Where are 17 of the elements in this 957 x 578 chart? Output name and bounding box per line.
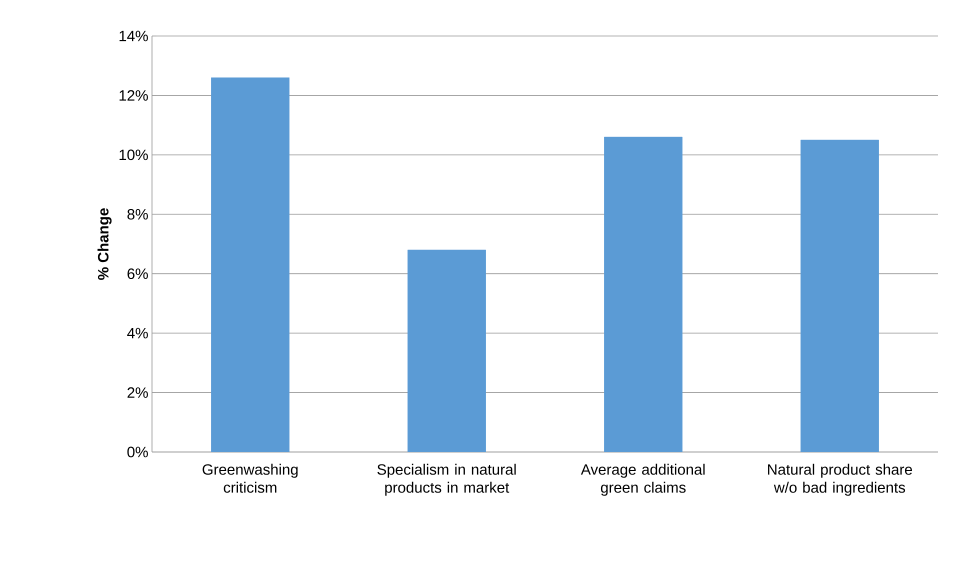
x-tick-label: Average additional green claims — [580, 464, 705, 496]
bar — [211, 77, 290, 452]
y-axis-title: % Change — [98, 208, 112, 280]
y-tick-label: 10% — [120, 150, 148, 160]
x-tick-label: Greenwashing criticism — [202, 464, 298, 493]
x-tick-label: Natural product share w/o bad ingredients — [768, 464, 912, 496]
y-tick-label: 14% — [120, 30, 148, 42]
y-tick-label: 2% — [128, 387, 148, 398]
y-tick-label: 6% — [128, 268, 148, 280]
y-tick-label: 4% — [127, 328, 148, 338]
bar — [800, 140, 879, 452]
bar — [408, 250, 486, 452]
y-tick-label: 12% — [120, 90, 148, 101]
bar — [604, 136, 682, 452]
y-tick-label: 0% — [127, 446, 148, 458]
x-tick-label: Specialism in natural products in market — [377, 464, 516, 496]
y-tick-label: 8% — [127, 208, 148, 220]
